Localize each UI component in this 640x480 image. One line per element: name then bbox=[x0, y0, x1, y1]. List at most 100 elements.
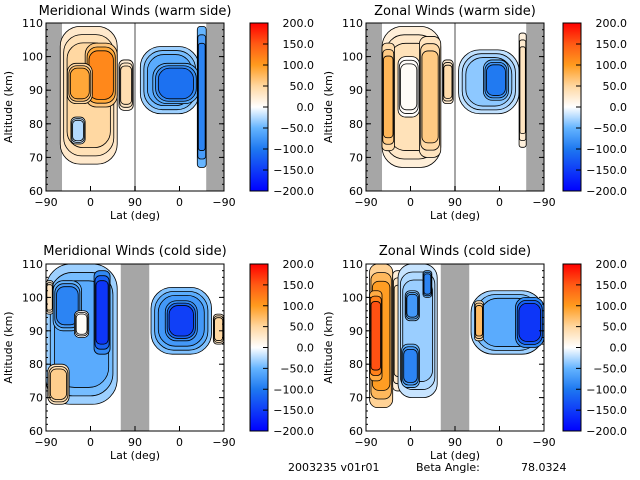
y-tick-label: 100 bbox=[22, 291, 43, 304]
contour-region bbox=[49, 368, 67, 400]
data-gap bbox=[440, 264, 470, 431]
x-tick-label: −90 bbox=[532, 436, 555, 449]
footer-beta-value: 78.0324 bbox=[521, 461, 567, 474]
colorbar-tick-label: 150.0 bbox=[283, 38, 315, 51]
y-tick-label: 100 bbox=[342, 51, 363, 64]
y-tick-label: 60 bbox=[349, 425, 363, 438]
x-tick-label: 90 bbox=[128, 436, 142, 449]
x-tick-label: −90 bbox=[354, 196, 377, 209]
contour-region bbox=[95, 280, 109, 345]
contour-region bbox=[56, 286, 79, 326]
colorbar-tick-label: −150.0 bbox=[586, 164, 627, 177]
contour-region bbox=[475, 305, 483, 337]
colorbar-tick-label: −100.0 bbox=[586, 143, 627, 156]
contour-field bbox=[46, 264, 224, 405]
contour-region bbox=[406, 293, 419, 318]
data-gap bbox=[46, 23, 63, 191]
contour-field bbox=[59, 25, 207, 168]
panel-meridional-warm: Meridional Winds (warm side) 60 70 80 90 100 1… bbox=[2, 4, 314, 222]
colorbar-tick-label: 100.0 bbox=[283, 300, 315, 313]
contour-region bbox=[75, 313, 88, 335]
colorbar-tick-label: 200.0 bbox=[596, 258, 628, 271]
contour-region bbox=[157, 67, 194, 100]
contour-region bbox=[168, 305, 194, 337]
x-tick-label: 90 bbox=[448, 436, 462, 449]
y-tick-label: 70 bbox=[349, 151, 363, 164]
contour-region bbox=[72, 119, 84, 142]
colorbar: 200.0 150.0 100.0 50.0 0.0 −50.0 −100.0 −150.0 −… bbox=[249, 17, 315, 198]
panel-title: Zonal Winds (warm side) bbox=[374, 4, 536, 19]
contour-region bbox=[423, 273, 432, 295]
y-tick-label: 110 bbox=[342, 258, 363, 271]
x-tick-label: 0 bbox=[407, 196, 414, 209]
colorbar: 200.0 150.0 100.0 50.0 0.0 −50.0 −100.0 −150.0 −… bbox=[562, 17, 628, 198]
colorbar-tick-label: −200.0 bbox=[586, 425, 627, 438]
data-gap bbox=[526, 23, 544, 191]
colorbar-tick-label: 100.0 bbox=[283, 59, 315, 72]
contour-region bbox=[400, 63, 418, 111]
y-tick-label: 90 bbox=[349, 325, 363, 338]
y-tick-label: 70 bbox=[349, 392, 363, 405]
x-tick-label: −90 bbox=[34, 196, 57, 209]
x-tick-label: 0 bbox=[496, 196, 503, 209]
colorbar-tick-label: −50.0 bbox=[280, 362, 314, 375]
x-tick-label: 0 bbox=[496, 436, 503, 449]
colorbar-tick-label: −100.0 bbox=[273, 143, 314, 156]
contour-region bbox=[370, 301, 381, 371]
x-tick-label: −90 bbox=[354, 436, 377, 449]
data-gap bbox=[366, 23, 383, 191]
colorbar-tick-label: 150.0 bbox=[596, 279, 628, 292]
colorbar-tick-label: 100.0 bbox=[596, 59, 628, 72]
data-gap bbox=[206, 23, 224, 191]
colorbar-tick-label: 50.0 bbox=[290, 80, 315, 93]
contour-region bbox=[486, 64, 506, 96]
y-tick-label: 100 bbox=[22, 51, 43, 64]
contour-region bbox=[443, 64, 453, 99]
colorbar-tick-label: −50.0 bbox=[280, 122, 314, 135]
x-axis-label: Lat (deg) bbox=[430, 209, 480, 222]
y-tick-label: 80 bbox=[29, 358, 43, 371]
colorbar-tick-label: 50.0 bbox=[603, 321, 628, 334]
contour-region bbox=[403, 348, 418, 383]
colorbar-tick-label: 50.0 bbox=[603, 80, 628, 93]
colorbar-tick-label: −150.0 bbox=[586, 404, 627, 417]
y-tick-label: 110 bbox=[22, 17, 43, 30]
y-tick-label: 80 bbox=[349, 358, 363, 371]
colorbar-tick-label: 200.0 bbox=[283, 258, 315, 271]
y-tick-label: 90 bbox=[29, 325, 43, 338]
contour-region bbox=[383, 55, 394, 139]
colorbar-tick-label: −100.0 bbox=[273, 383, 314, 396]
footer: 2003235 v01r01 Beta Angle: 78.0324 bbox=[288, 461, 567, 474]
y-axis-label: Altitude (km) bbox=[2, 311, 15, 383]
data-gap bbox=[120, 264, 150, 431]
contour-region bbox=[519, 46, 526, 135]
colorbar-tick-label: 200.0 bbox=[596, 17, 628, 30]
contour-region bbox=[197, 42, 206, 151]
colorbar-tick-label: −50.0 bbox=[593, 362, 627, 375]
panel-title: Meridional Winds (warm side) bbox=[39, 4, 232, 19]
colorbar-tick-label: 200.0 bbox=[283, 17, 315, 30]
x-tick-label: 0 bbox=[407, 436, 414, 449]
colorbar-tick-label: 0.0 bbox=[610, 342, 628, 355]
x-axis-label: Lat (deg) bbox=[110, 209, 160, 222]
y-axis-label: Altitude (km) bbox=[322, 311, 335, 383]
contour-field bbox=[381, 25, 527, 168]
x-tick-label: −90 bbox=[212, 436, 235, 449]
x-tick-label: −90 bbox=[34, 436, 57, 449]
x-tick-label: 90 bbox=[128, 196, 142, 209]
colorbar-tick-label: 50.0 bbox=[290, 321, 315, 334]
x-tick-label: −90 bbox=[532, 196, 555, 209]
y-axis-label: Altitude (km) bbox=[2, 71, 15, 143]
x-axis-label: Lat (deg) bbox=[430, 449, 480, 462]
contour-field bbox=[369, 264, 544, 409]
y-tick-label: 90 bbox=[29, 84, 43, 97]
contour-region bbox=[120, 65, 132, 105]
colorbar-tick-label: 0.0 bbox=[610, 101, 628, 114]
y-axis-label: Altitude (km) bbox=[322, 71, 335, 143]
y-tick-label: 80 bbox=[29, 118, 43, 131]
y-tick-label: 110 bbox=[342, 17, 363, 30]
panel-zonal-cold: Zonal Winds (cold side) 60 70 80 90 100 110 −90… bbox=[322, 244, 627, 462]
colorbar-tick-label: −150.0 bbox=[273, 164, 314, 177]
y-tick-label: 70 bbox=[29, 392, 43, 405]
y-tick-label: 70 bbox=[29, 151, 43, 164]
